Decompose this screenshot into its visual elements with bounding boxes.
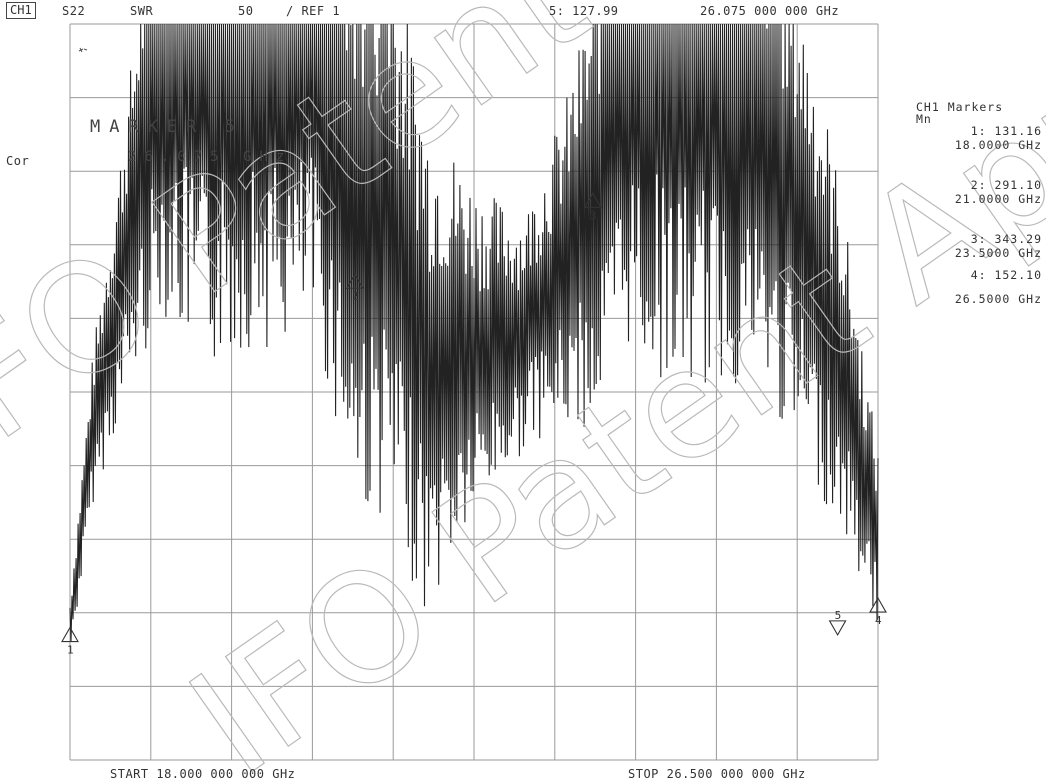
marker-3-triangle-icon[interactable] — [583, 192, 602, 208]
marker-entry-value: 1: 131.16 — [970, 124, 1042, 138]
marker-layer: 1 2 3 4 5 — [61, 192, 887, 657]
marker-entry-2: 2: 291.10 21.0000 GHz — [916, 178, 1042, 206]
marker-5-label: 5 — [835, 609, 842, 622]
marker-entry-freq: 21.0000 GHz — [954, 192, 1042, 206]
format-label: SWR — [130, 4, 154, 18]
marker-entry-value: 2: 291.10 — [970, 178, 1042, 192]
marker-4-triangle-icon[interactable] — [869, 596, 887, 613]
stop-frequency: STOP 26.500 000 000 GHz — [628, 767, 806, 781]
marker-entry-value: 4: 152.10 — [970, 268, 1042, 282]
parameter-label: S22 — [62, 4, 86, 18]
marker-list-mode: Mn — [916, 112, 932, 126]
active-marker-frequency: 26.075 000 000 GHz — [700, 4, 840, 18]
marker-1-label: 1 — [67, 644, 74, 657]
start-frequency: START 18.000 000 000 GHz — [110, 767, 296, 781]
marker-entry-freq: 26.5000 GHz — [954, 292, 1042, 306]
series-line-s22-swr — [69, 23, 879, 642]
marker-readout-title: MARKER 5 — [90, 117, 244, 137]
small-glyph — [78, 47, 88, 53]
marker-entry-freq: 23.5000 GHz — [954, 246, 1042, 260]
active-marker-value: 5: 127.99 — [549, 4, 619, 18]
marker-readout-frequency: 26.075 GHz — [128, 149, 293, 165]
marker-entry-3: 3: 343.29 23.5000 GHz — [916, 232, 1042, 260]
marker-list: CH1 Markers Mn 1: 131.16 18.0000 GHz 2: … — [916, 100, 1042, 306]
marker-2-triangle-icon[interactable] — [346, 273, 365, 289]
marker-2-label: 2 — [352, 290, 359, 303]
marker-1-triangle-icon[interactable] — [61, 626, 79, 643]
marker-entry-1: 1: 131.16 18.0000 GHz — [916, 124, 1042, 152]
marker-entry-4: 4: 152.10 26.5000 GHz — [916, 268, 1042, 306]
channel-badge[interactable]: CH1 — [6, 2, 36, 19]
marker-5-triangle-icon[interactable] — [828, 620, 847, 636]
correction-indicator: Cor — [6, 154, 30, 168]
marker-4-label: 4 — [875, 614, 882, 627]
ref-label: / REF 1 — [286, 4, 341, 18]
marker-3-label: 3 — [590, 209, 597, 222]
marker-entry-freq: 18.0000 GHz — [954, 138, 1042, 152]
marker-entry-value: 3: 343.29 — [970, 232, 1042, 246]
marker-list-title: CH1 Markers — [916, 100, 1004, 114]
scale-label: 50 — [238, 4, 254, 18]
